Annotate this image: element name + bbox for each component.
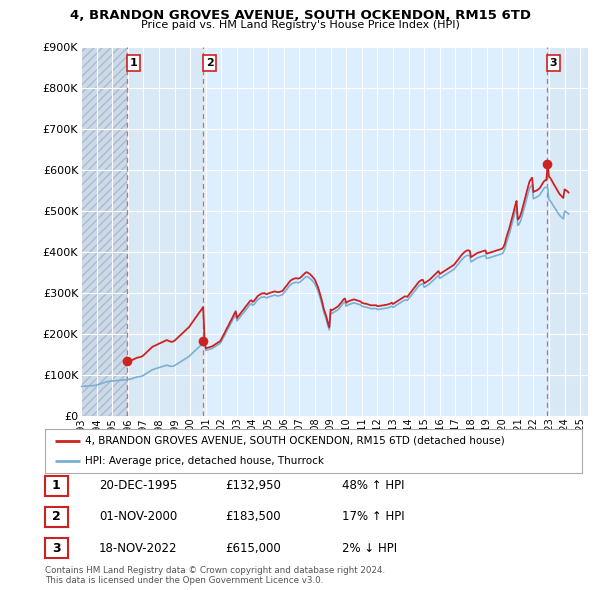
Text: 3: 3 <box>52 542 61 555</box>
Text: £132,950: £132,950 <box>225 479 281 492</box>
Text: £615,000: £615,000 <box>225 542 281 555</box>
Text: £183,500: £183,500 <box>225 510 281 523</box>
Bar <box>547 47 588 416</box>
Bar <box>127 47 203 416</box>
Bar <box>81 47 127 416</box>
Text: 1: 1 <box>52 479 61 492</box>
Text: HPI: Average price, detached house, Thurrock: HPI: Average price, detached house, Thur… <box>85 456 324 466</box>
Text: Price paid vs. HM Land Registry's House Price Index (HPI): Price paid vs. HM Land Registry's House … <box>140 20 460 30</box>
Text: 48% ↑ HPI: 48% ↑ HPI <box>342 479 404 492</box>
Text: 2% ↓ HPI: 2% ↓ HPI <box>342 542 397 555</box>
Text: 2: 2 <box>206 58 214 68</box>
Text: 4, BRANDON GROVES AVENUE, SOUTH OCKENDON, RM15 6TD (detached house): 4, BRANDON GROVES AVENUE, SOUTH OCKENDON… <box>85 436 505 446</box>
Text: 20-DEC-1995: 20-DEC-1995 <box>99 479 177 492</box>
Text: 01-NOV-2000: 01-NOV-2000 <box>99 510 177 523</box>
Text: 3: 3 <box>550 58 557 68</box>
Text: 4, BRANDON GROVES AVENUE, SOUTH OCKENDON, RM15 6TD: 4, BRANDON GROVES AVENUE, SOUTH OCKENDON… <box>70 9 530 22</box>
Text: 2: 2 <box>52 510 61 523</box>
Text: 18-NOV-2022: 18-NOV-2022 <box>99 542 178 555</box>
Text: Contains HM Land Registry data © Crown copyright and database right 2024.
This d: Contains HM Land Registry data © Crown c… <box>45 566 385 585</box>
Text: 17% ↑ HPI: 17% ↑ HPI <box>342 510 404 523</box>
Text: 1: 1 <box>130 58 137 68</box>
